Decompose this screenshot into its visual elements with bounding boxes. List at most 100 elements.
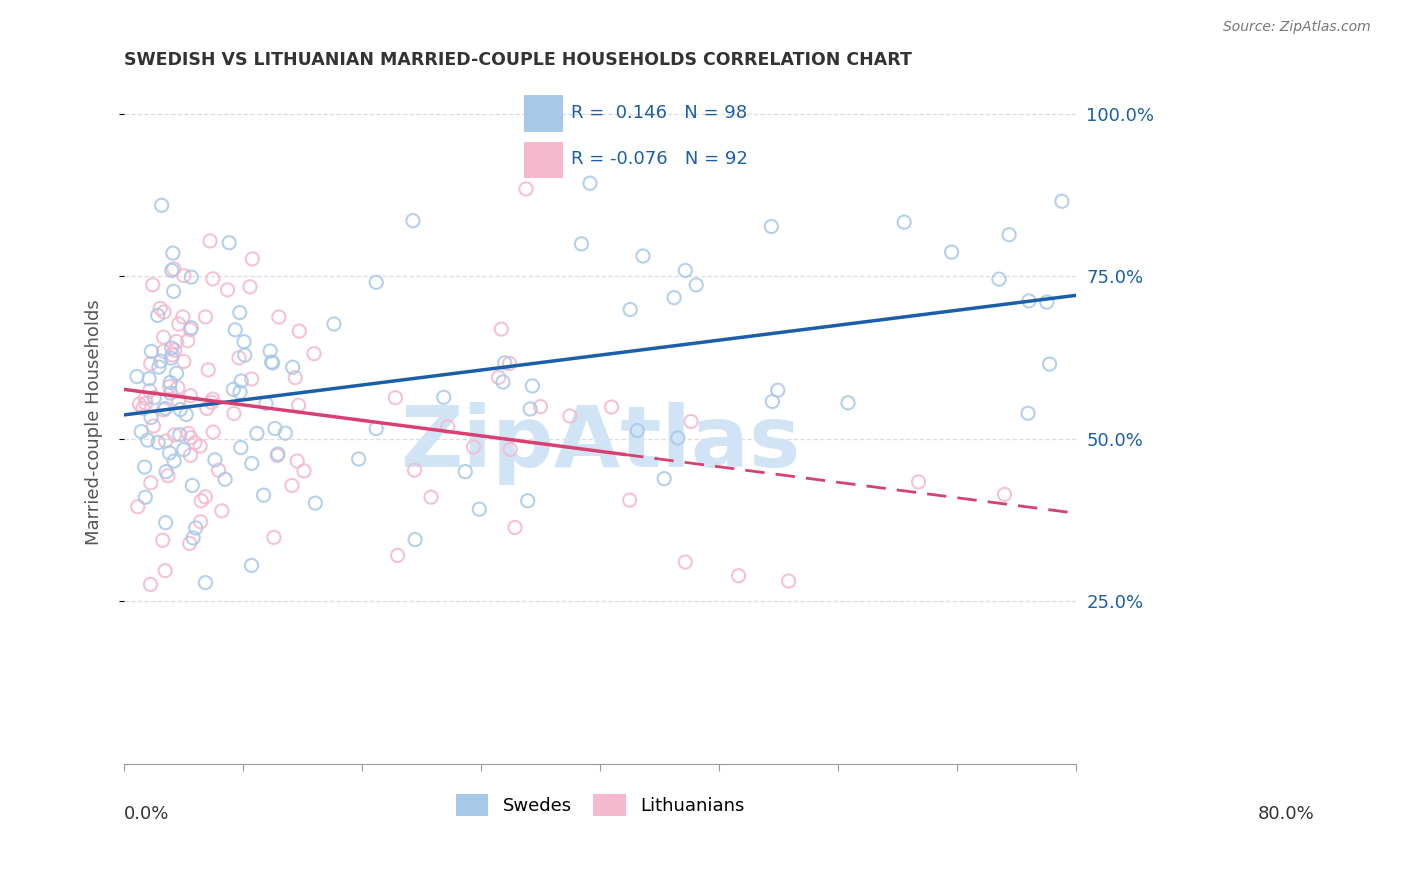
Point: [322, 317, 344, 331]
Point: [167, 317, 190, 331]
Point: [492, 375, 515, 389]
Point: [184, 435, 207, 450]
Point: [988, 272, 1011, 286]
Point: [366, 275, 388, 289]
Point: [177, 426, 200, 441]
Point: [181, 478, 204, 492]
Point: [233, 348, 256, 362]
Point: [179, 536, 201, 550]
Point: [190, 515, 212, 529]
Y-axis label: Married-couple Households: Married-couple Households: [86, 300, 103, 546]
Point: [1017, 406, 1039, 420]
Point: [195, 401, 218, 416]
Point: [516, 493, 538, 508]
Point: [159, 379, 181, 393]
Point: [218, 235, 240, 250]
Point: [685, 277, 707, 292]
Point: [163, 343, 186, 358]
Point: [571, 236, 593, 251]
Point: [1050, 194, 1073, 209]
Point: [197, 363, 219, 377]
Point: [135, 396, 157, 410]
Point: [240, 372, 263, 386]
Point: [180, 321, 202, 335]
Point: [266, 449, 288, 463]
Point: [1018, 293, 1040, 308]
Point: [152, 533, 174, 548]
Point: [201, 392, 224, 406]
Point: [761, 394, 783, 409]
Point: [198, 234, 221, 248]
Point: [202, 425, 225, 439]
Point: [252, 488, 274, 502]
Point: [139, 577, 162, 591]
Point: [231, 374, 253, 388]
Point: [162, 246, 184, 260]
Point: [267, 447, 290, 461]
Point: [156, 468, 179, 483]
Point: [366, 421, 388, 435]
Point: [436, 419, 458, 434]
Point: [228, 351, 250, 365]
Point: [246, 426, 269, 441]
Point: [128, 397, 150, 411]
Point: [217, 283, 239, 297]
Point: [402, 213, 425, 227]
Point: [194, 575, 217, 590]
Point: [993, 487, 1015, 501]
Point: [498, 356, 520, 370]
Point: [488, 370, 510, 384]
Point: [159, 446, 181, 460]
Point: [302, 346, 325, 360]
Point: [229, 305, 252, 319]
Point: [673, 263, 696, 277]
Point: [181, 531, 204, 545]
Point: [174, 408, 197, 422]
Point: [201, 272, 224, 286]
Point: [134, 490, 156, 504]
Point: [207, 463, 229, 477]
Point: [281, 478, 304, 492]
Point: [188, 439, 211, 453]
Point: [673, 555, 696, 569]
Point: [173, 268, 195, 283]
Point: [404, 533, 426, 547]
Point: [190, 493, 212, 508]
Point: [240, 456, 263, 470]
Point: [619, 302, 641, 317]
Point: [142, 277, 165, 292]
Point: [142, 419, 165, 434]
Point: [404, 463, 426, 477]
Point: [778, 574, 800, 588]
Point: [204, 453, 226, 467]
Point: [211, 504, 233, 518]
Point: [274, 426, 297, 441]
Point: [494, 356, 516, 370]
Point: [139, 475, 162, 490]
Point: [522, 379, 544, 393]
Point: [149, 354, 172, 368]
Point: [420, 490, 443, 504]
Legend: Swedes, Lithuanians: Swedes, Lithuanians: [449, 787, 752, 823]
Text: 0.0%: 0.0%: [124, 805, 170, 822]
Point: [579, 176, 602, 190]
Point: [264, 421, 287, 435]
Point: [173, 442, 195, 457]
Point: [163, 428, 186, 442]
Point: [666, 431, 689, 445]
Point: [240, 558, 263, 573]
Point: [681, 415, 703, 429]
Point: [499, 442, 522, 457]
Point: [139, 410, 162, 425]
Point: [222, 382, 245, 396]
Point: [433, 390, 456, 404]
Point: [141, 344, 163, 359]
Point: [143, 391, 166, 405]
Point: [165, 334, 187, 349]
Point: [240, 252, 263, 266]
Point: [491, 322, 513, 336]
Point: [907, 475, 929, 489]
Point: [162, 285, 184, 299]
Point: [285, 454, 308, 468]
Point: [281, 360, 304, 375]
